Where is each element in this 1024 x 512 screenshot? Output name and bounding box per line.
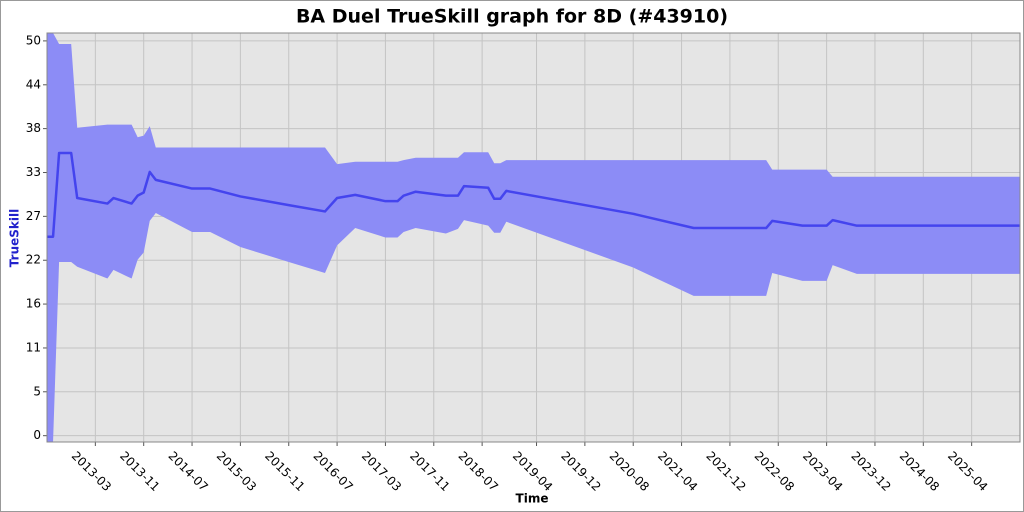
y-tick-label: 22 bbox=[26, 253, 41, 267]
trueskill-line bbox=[47, 151, 1020, 238]
y-tick-label: 11 bbox=[26, 340, 41, 354]
uncertainty-band bbox=[47, 33, 1020, 442]
y-tick-label: 27 bbox=[26, 209, 41, 223]
y-tick-label: 16 bbox=[26, 297, 41, 311]
y-tick-label: 33 bbox=[26, 165, 41, 179]
y-tick-label: 38 bbox=[26, 121, 41, 135]
x-axis-title: Time bbox=[516, 492, 549, 506]
plot-border bbox=[46, 32, 1021, 443]
y-tick-label: 5 bbox=[33, 384, 41, 398]
y-tick-label: 0 bbox=[33, 428, 41, 442]
y-tick-label: 44 bbox=[26, 77, 41, 91]
y-tick-label: 50 bbox=[26, 33, 41, 47]
chart-title: BA Duel TrueSkill graph for 8D (#43910) bbox=[296, 6, 728, 28]
y-axis-title: TrueSkill bbox=[8, 209, 22, 267]
